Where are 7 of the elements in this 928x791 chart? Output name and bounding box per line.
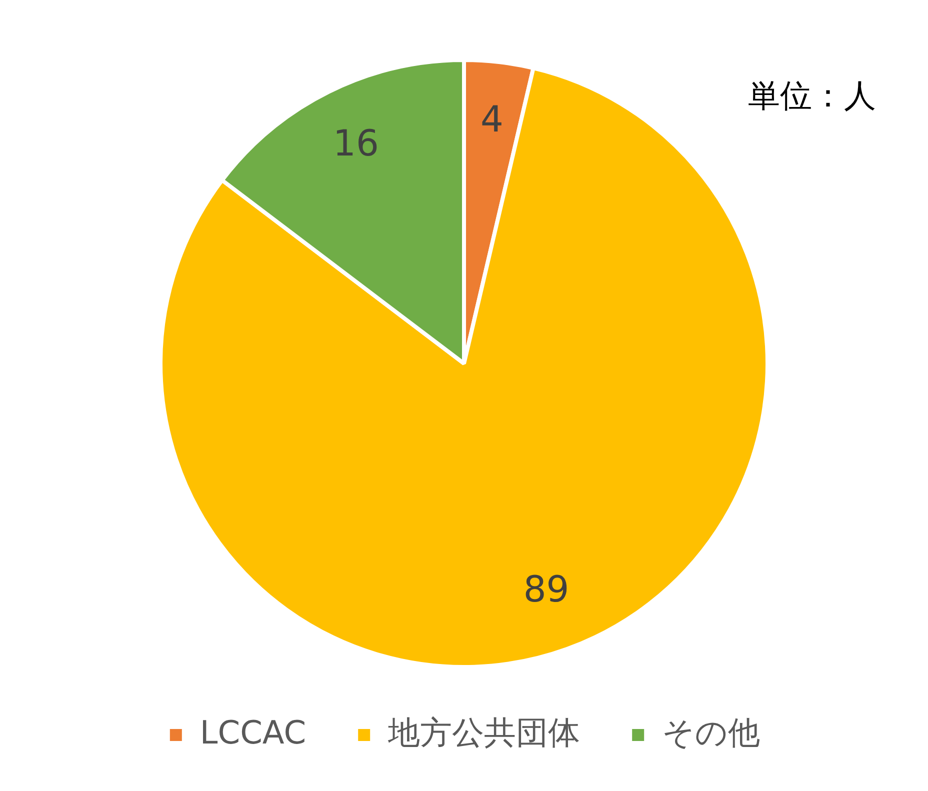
legend-label: 地方公共団体 (387, 713, 580, 752)
data-label: 16 (333, 123, 379, 164)
data-label: 89 (523, 569, 570, 610)
legend-label: LCCAC (200, 713, 306, 752)
text: 単位：人 (748, 76, 876, 114)
legend-label: その他 (662, 713, 760, 752)
data-label: 4 (480, 100, 504, 141)
